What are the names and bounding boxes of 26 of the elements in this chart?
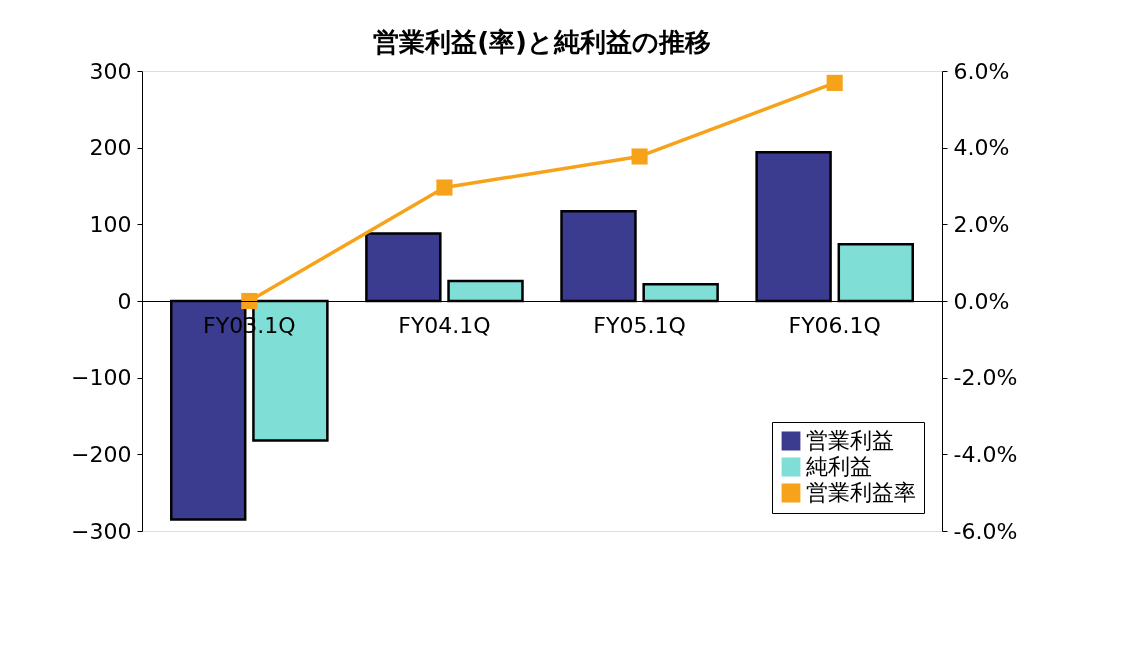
y2-tick-label: -2.0% (953, 365, 1018, 391)
y-tick-label: 0 (117, 288, 132, 314)
y2-tick-label: -4.0% (953, 441, 1018, 467)
y-tick-label: −100 (71, 365, 132, 391)
x-tick-label: FY03.1Q (203, 312, 296, 338)
x-tick-label: FY04.1Q (398, 312, 491, 338)
y-tick-label: 100 (89, 211, 132, 237)
y2-tick-label: 2.0% (953, 211, 1010, 237)
point (241, 292, 258, 310)
chart-title: 営業利益(率)と純利益の推移 (373, 27, 711, 57)
x-tick-label: FY06.1Q (788, 312, 881, 338)
y-tick-label: −200 (71, 441, 132, 467)
y-tick-label: 200 (89, 135, 132, 161)
legend-label: 営業利益率 (806, 480, 916, 505)
y-tick-label: 300 (89, 58, 132, 84)
y2-tick-label: -6.0% (953, 518, 1018, 544)
point (826, 74, 843, 91)
point (436, 179, 453, 196)
y2-tick-label: 4.0% (953, 135, 1010, 161)
y2-tick-label: 6.0% (953, 58, 1010, 84)
x-tick-label: FY05.1Q (593, 312, 686, 338)
y-tick-label: −300 (71, 518, 132, 544)
y2-tick-label: 0.0% (953, 288, 1010, 314)
legend-label: 純利益 (806, 454, 872, 479)
point (631, 148, 648, 165)
legend-label: 営業利益 (806, 428, 894, 453)
